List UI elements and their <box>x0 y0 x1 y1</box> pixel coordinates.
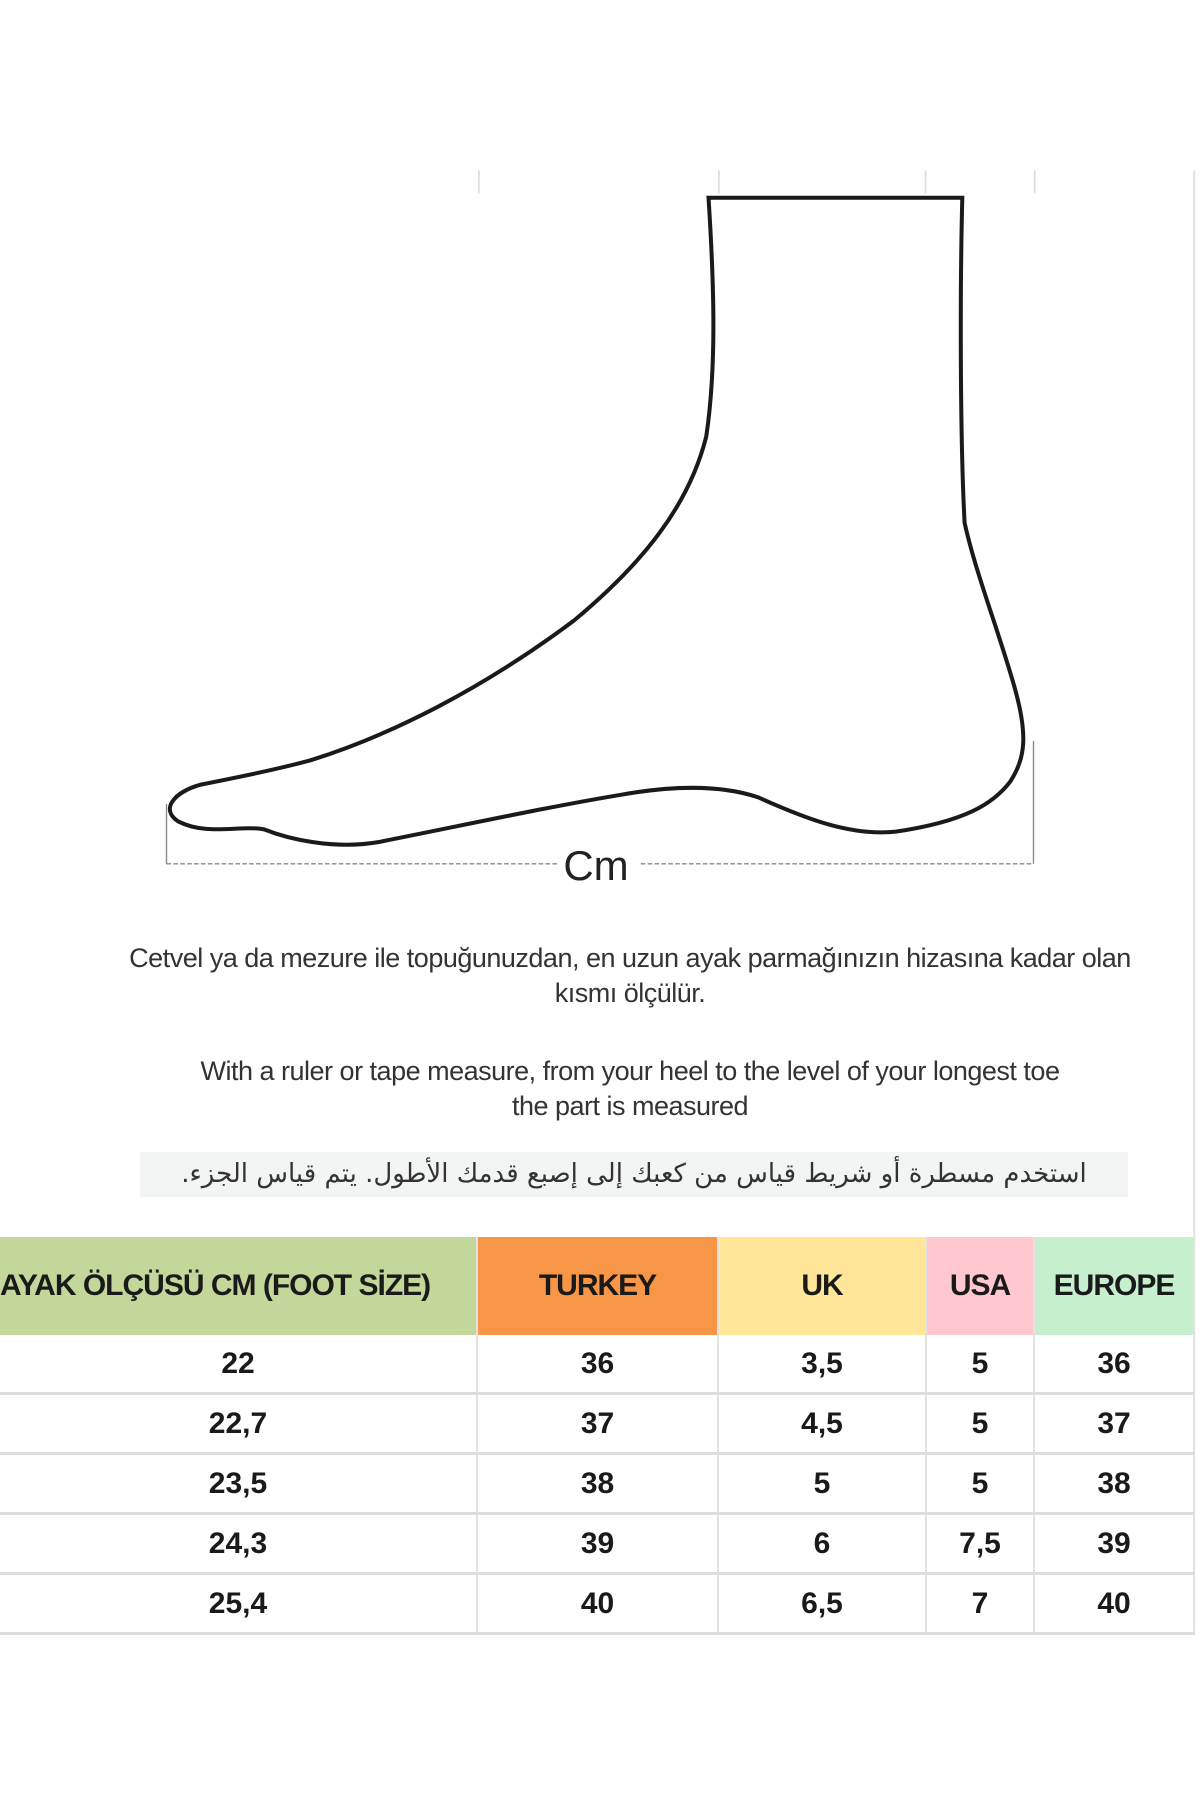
cell-europe: 39 <box>1034 1513 1195 1575</box>
cell-europe: 40 <box>1034 1573 1195 1635</box>
cell-usa: 5 <box>926 1453 1035 1515</box>
table-header-row: AYAK ÖLÇÜSÜ CM (FOOT SİZE) TURKEY UK USA… <box>0 1237 1195 1335</box>
header-foot-size: AYAK ÖLÇÜSÜ CM (FOOT SİZE) <box>0 1237 478 1335</box>
cell-usa: 5 <box>926 1393 1035 1455</box>
arabic-instruction: استخدم مسطرة أو شريط قياس من كعبك إلى إص… <box>140 1152 1128 1197</box>
cell-turkey: 37 <box>477 1393 719 1455</box>
cm-measure-label: Cm <box>563 842 629 889</box>
table-row: 23,5 38 5 5 38 <box>0 1453 1195 1515</box>
cell-foot-size: 25,4 <box>0 1573 478 1635</box>
cell-usa: 7 <box>926 1573 1035 1635</box>
cell-uk: 5 <box>718 1453 927 1515</box>
cell-usa: 7,5 <box>926 1513 1035 1575</box>
cell-uk: 6 <box>718 1513 927 1575</box>
header-turkey: TURKEY <box>477 1237 719 1335</box>
table-row: 22 36 3,5 5 36 <box>0 1335 1195 1395</box>
foot-outline <box>167 195 1026 847</box>
header-usa: USA <box>926 1237 1035 1335</box>
cell-europe: 37 <box>1034 1393 1195 1455</box>
header-europe: EUROPE <box>1034 1237 1195 1335</box>
size-chart-table: AYAK ÖLÇÜSÜ CM (FOOT SİZE) TURKEY UK USA… <box>0 1237 1195 1635</box>
english-instruction-line2: the part is measured <box>511 1091 749 1121</box>
cell-turkey: 36 <box>477 1335 719 1395</box>
cell-foot-size: 22 <box>0 1335 478 1395</box>
english-instruction-line1: With a ruler or tape measure, from your … <box>200 1056 1060 1086</box>
cell-foot-size: 22,7 <box>0 1393 478 1455</box>
cell-usa: 5 <box>926 1335 1035 1395</box>
cell-foot-size: 23,5 <box>0 1453 478 1515</box>
cell-uk: 6,5 <box>718 1573 927 1635</box>
cell-europe: 36 <box>1034 1335 1195 1395</box>
cell-uk: 4,5 <box>718 1393 927 1455</box>
cell-uk: 3,5 <box>718 1335 927 1395</box>
table-row: 25,4 40 6,5 7 40 <box>0 1573 1195 1635</box>
cell-turkey: 40 <box>477 1573 719 1635</box>
cell-foot-size: 24,3 <box>0 1513 478 1575</box>
turkish-instruction: Cetvel ya da mezure ile topuğunuzdan, en… <box>129 943 1131 1008</box>
header-uk: UK <box>718 1237 927 1335</box>
cell-turkey: 38 <box>477 1453 719 1515</box>
table-row: 24,3 39 6 7,5 39 <box>0 1513 1195 1575</box>
cell-turkey: 39 <box>477 1513 719 1575</box>
table-row: 22,7 37 4,5 5 37 <box>0 1393 1195 1455</box>
cell-europe: 38 <box>1034 1453 1195 1515</box>
